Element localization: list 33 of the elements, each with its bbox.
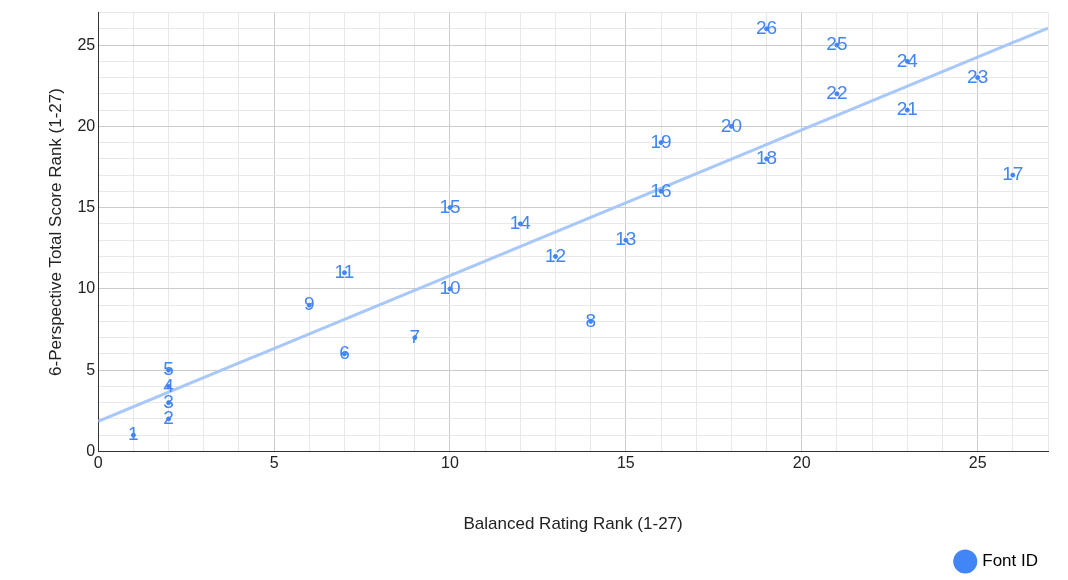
y-tick-label: 20 [77,116,96,134]
data-label: 26 [756,17,778,39]
data-label: 21 [896,98,918,120]
data-label: 18 [756,147,778,169]
data-label: 19 [650,130,672,152]
y-tick-label: 25 [77,35,96,53]
data-label: 15 [439,195,461,217]
data-label: 13 [615,228,637,250]
data-label: 25 [826,33,848,55]
data-label: 22 [826,82,848,104]
data-label: 11 [334,260,355,282]
x-tick-label: 10 [441,454,459,472]
data-label: 12 [544,244,567,266]
y-tick-label: 15 [77,198,96,216]
y-tick-label: 10 [77,279,96,297]
legend-label: Font ID [982,551,1039,571]
x-tick-label: 25 [968,454,987,472]
x-tick-label: 5 [269,454,279,472]
data-label: 20 [720,114,742,136]
x-tick-label: 15 [616,454,635,472]
y-tick-label: 5 [86,360,96,378]
y-tick-label: 0 [86,441,96,459]
data-label: 16 [650,179,672,201]
data-label: 14 [509,212,532,234]
data-label: 23 [967,65,989,87]
y-axis-title: 6-Perspective Total Score Rank (1-27) [45,88,65,376]
data-label: 17 [1002,163,1024,185]
x-tick-label: 20 [792,454,811,472]
x-axis-title: Balanced Rating Rank (1-27) [463,514,683,534]
data-label: 24 [896,49,919,71]
data-label: 8 [585,309,596,331]
data-label: 6 [339,342,350,364]
data-label: 10 [439,277,461,299]
